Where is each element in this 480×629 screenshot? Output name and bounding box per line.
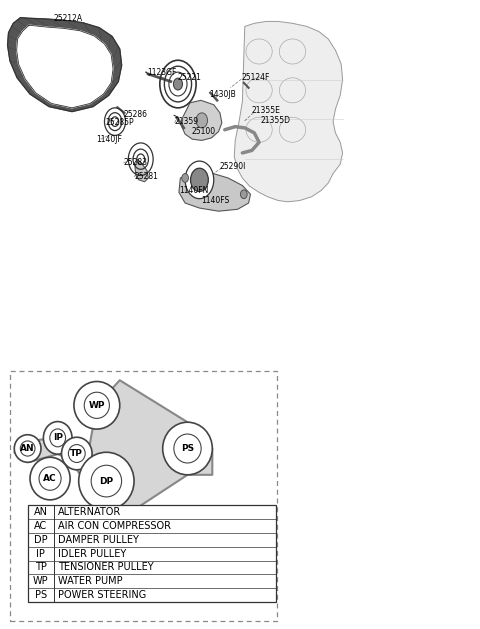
Text: IP: IP xyxy=(36,548,45,559)
Polygon shape xyxy=(8,18,121,111)
Circle shape xyxy=(173,78,182,90)
Polygon shape xyxy=(182,101,222,140)
Text: TP: TP xyxy=(71,449,83,458)
Text: DAMPER PULLEY: DAMPER PULLEY xyxy=(58,535,139,545)
Text: AIR CON COMPRESSOR: AIR CON COMPRESSOR xyxy=(58,521,171,531)
Text: IDLER PULLEY: IDLER PULLEY xyxy=(58,548,126,559)
Text: 1140FS: 1140FS xyxy=(201,196,229,205)
Polygon shape xyxy=(135,159,148,182)
Polygon shape xyxy=(14,381,212,510)
Text: 1430JB: 1430JB xyxy=(209,89,236,99)
Circle shape xyxy=(196,113,207,128)
Text: ALTERNATOR: ALTERNATOR xyxy=(58,508,121,518)
Ellipse shape xyxy=(30,457,70,500)
Text: 25286: 25286 xyxy=(123,109,147,119)
Text: WP: WP xyxy=(33,576,48,586)
Text: IP: IP xyxy=(53,433,63,442)
Polygon shape xyxy=(234,21,343,202)
Ellipse shape xyxy=(14,435,41,462)
Circle shape xyxy=(240,190,247,199)
Circle shape xyxy=(182,174,189,182)
Ellipse shape xyxy=(61,437,92,470)
Ellipse shape xyxy=(43,421,72,454)
Text: 21355E: 21355E xyxy=(252,106,281,115)
Text: POWER STEERING: POWER STEERING xyxy=(58,590,146,600)
Ellipse shape xyxy=(163,422,212,475)
Text: 25100: 25100 xyxy=(192,127,216,136)
FancyBboxPatch shape xyxy=(28,506,276,602)
Text: PS: PS xyxy=(35,590,47,600)
Ellipse shape xyxy=(79,452,134,510)
Text: TENSIONER PULLEY: TENSIONER PULLEY xyxy=(58,562,153,572)
Text: TP: TP xyxy=(35,562,47,572)
Ellipse shape xyxy=(74,382,120,429)
Text: WATER PUMP: WATER PUMP xyxy=(58,576,122,586)
Text: 21359: 21359 xyxy=(175,117,199,126)
Text: AN: AN xyxy=(20,444,35,453)
Text: 25283: 25283 xyxy=(123,159,147,167)
Polygon shape xyxy=(17,25,113,108)
Text: 25290I: 25290I xyxy=(220,162,246,171)
Circle shape xyxy=(191,168,208,191)
Polygon shape xyxy=(179,173,251,211)
Circle shape xyxy=(185,161,214,199)
Text: 25281: 25281 xyxy=(134,172,158,181)
Text: DP: DP xyxy=(34,535,48,545)
Text: 1140FN: 1140FN xyxy=(179,186,208,195)
Text: AC: AC xyxy=(34,521,48,531)
Text: AN: AN xyxy=(34,508,48,518)
Text: AC: AC xyxy=(43,474,57,483)
Text: 21355D: 21355D xyxy=(260,116,290,125)
Text: 25221: 25221 xyxy=(177,74,201,82)
Text: 25212A: 25212A xyxy=(54,14,83,23)
FancyBboxPatch shape xyxy=(10,371,277,621)
Text: DP: DP xyxy=(99,477,113,486)
Text: PS: PS xyxy=(181,444,194,453)
Text: 1140JF: 1140JF xyxy=(96,135,122,143)
Text: 1123GF: 1123GF xyxy=(147,69,176,77)
Text: 25124F: 25124F xyxy=(241,74,270,82)
Text: 25285P: 25285P xyxy=(106,118,134,128)
Text: WP: WP xyxy=(89,401,105,410)
